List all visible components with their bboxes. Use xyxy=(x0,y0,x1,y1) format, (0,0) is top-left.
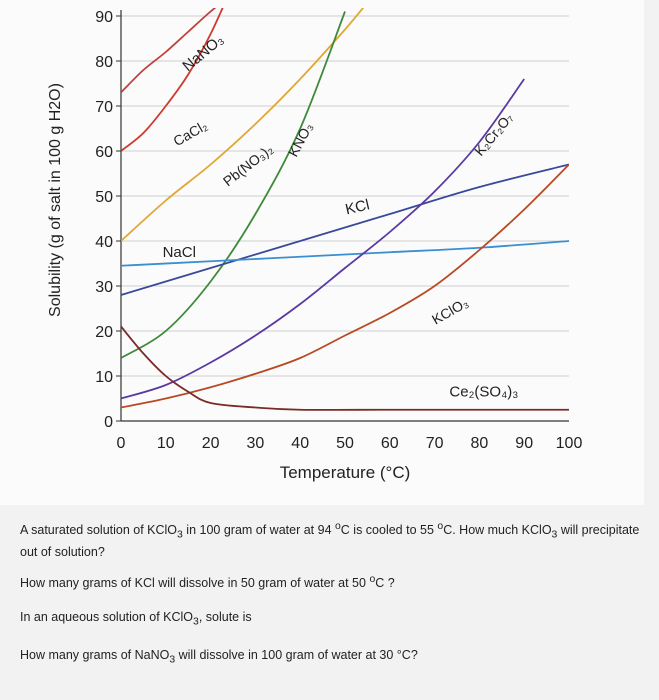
x-tick-label-50: 50 xyxy=(336,435,354,452)
series-line-ce2-so4-3 xyxy=(121,325,569,411)
x-tick-label-0: 0 xyxy=(117,435,126,452)
y-axis-title: Solubility (g of salt in 100 g H2O) xyxy=(47,83,64,317)
x-tick-label-70: 70 xyxy=(426,435,444,452)
x-tick-label-60: 60 xyxy=(381,435,399,452)
y-tick-label-60: 60 xyxy=(95,144,113,161)
question-nano3-dissolve: How many grams of NaNO3 will dissolve in… xyxy=(20,648,418,666)
series-line-nacl xyxy=(121,240,569,267)
axes: 0 10 20 30 40 50 60 70 80 90 0 10 20 30 40 50 60 70 80 90 10… xyxy=(95,9,582,452)
series-label-cacl2: CaCl₂ xyxy=(170,117,210,149)
x-tick-label-10: 10 xyxy=(157,435,175,452)
solubility-chart: 0 10 20 30 40 50 60 70 80 90 0 10 20 30 40 50 60 70 80 90 10… xyxy=(47,8,582,482)
series-line-nano3 xyxy=(121,8,217,94)
x-tick-label-30: 30 xyxy=(247,435,265,452)
x-tick-label-90: 90 xyxy=(515,435,533,452)
series-lines xyxy=(121,8,569,411)
questions-section: A saturated solution of KClO3 in 100 gra… xyxy=(20,518,645,669)
series-labels: NaNO₃CaCl₂Pb(NO₃)₂KNO₃KClNaClK₂Cr₂O₇KClO… xyxy=(163,31,519,400)
question-kclo3-solute: In an aqueous solution of KClO3, solute … xyxy=(20,609,252,628)
series-line-kclo3 xyxy=(121,163,569,409)
series-line-pb-no3-2 xyxy=(121,8,365,242)
series-label-kcl: KCl xyxy=(344,196,371,218)
y-tick-label-10: 10 xyxy=(95,369,113,386)
y-tick-label-70: 70 xyxy=(95,99,113,116)
series-label-nano3: NaNO₃ xyxy=(179,31,227,75)
x-tick-label-80: 80 xyxy=(471,435,489,452)
question-kcl-dissolve: How many grams of KCl will dissolve in 5… xyxy=(20,573,395,590)
y-tick-label-50: 50 xyxy=(95,189,113,206)
x-tick-label-40: 40 xyxy=(291,435,309,452)
x-axis-title: Temperature (°C) xyxy=(280,463,411,482)
y-tick-label-0: 0 xyxy=(104,414,113,431)
series-line-k2cr2o7 xyxy=(121,78,525,400)
series-line-kno3 xyxy=(121,11,346,359)
x-tick-label-20: 20 xyxy=(202,435,220,452)
series-label-nacl: NaCl xyxy=(163,244,196,261)
series-label-ce2-so4-3: Ce₂(SO₄)₃ xyxy=(449,383,518,400)
y-tick-label-80: 80 xyxy=(95,54,113,71)
y-tick-label-20: 20 xyxy=(95,324,113,341)
y-tick-label-30: 30 xyxy=(95,279,113,296)
y-tick-label-90: 90 xyxy=(95,9,113,26)
series-label-kno3: KNO₃ xyxy=(285,120,316,159)
question-kclo3-precipitate: A saturated solution of KClO3 in 100 gra… xyxy=(20,521,640,559)
series-label-kclo3: KClO₃ xyxy=(429,294,471,327)
series-line-cacl2 xyxy=(121,8,224,152)
x-tick-label-100: 100 xyxy=(556,435,583,452)
y-tick-label-40: 40 xyxy=(95,234,113,251)
series-line-kcl xyxy=(121,163,569,296)
